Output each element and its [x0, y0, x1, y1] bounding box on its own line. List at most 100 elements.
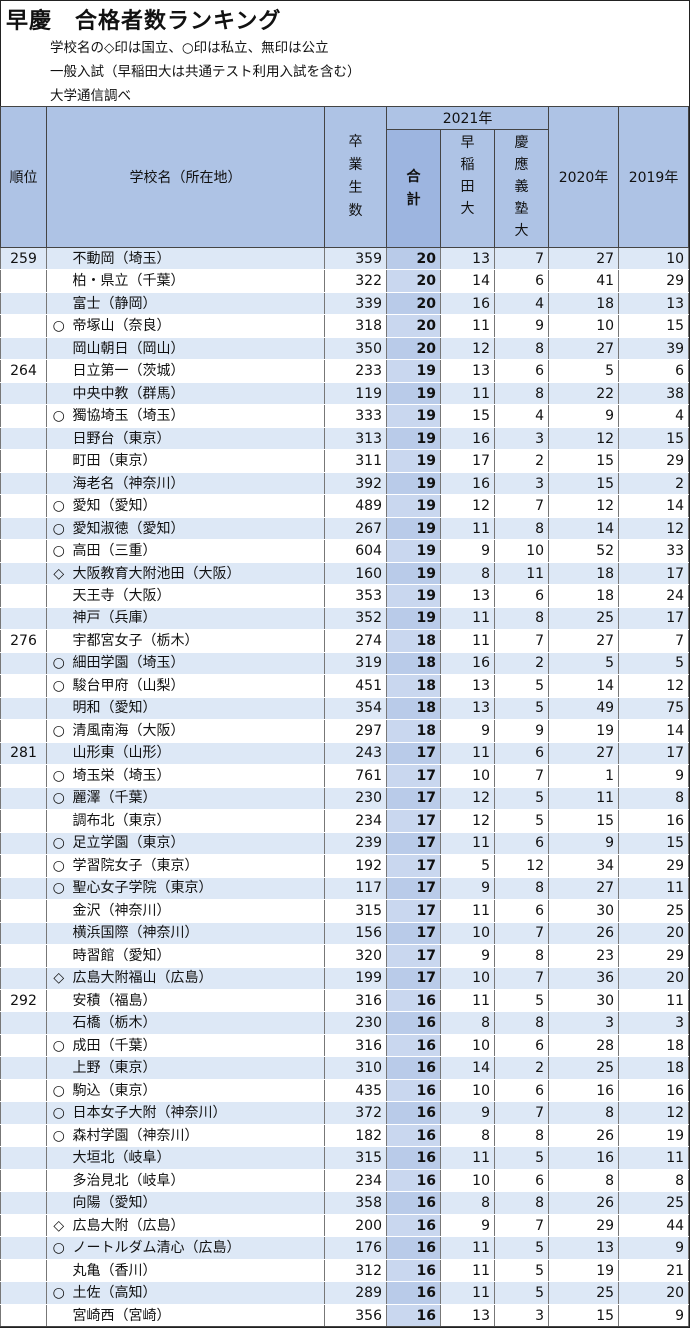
rank-cell	[0, 719, 47, 743]
graduates-cell: 289	[324, 1281, 387, 1305]
school-name-cell: 学習院女子（東京）	[70, 854, 325, 878]
waseda-cell: 13	[440, 359, 495, 383]
total-cell: 16	[386, 1191, 441, 1215]
waseda-cell: 10	[440, 1034, 495, 1058]
y2019-cell: 20	[618, 1281, 690, 1305]
school-name-cell: 時習館（愛知）	[70, 944, 325, 968]
y2020-cell: 9	[548, 832, 620, 856]
graduates-cell: 489	[324, 494, 387, 518]
keio-cell: 6	[493, 1034, 550, 1058]
table-row: ○ 帝塚山（奈良） 318 20 11 9 10 15	[0, 314, 690, 338]
waseda-cell: 9	[440, 944, 495, 968]
graduates-cell: 333	[324, 404, 387, 428]
y2020-cell: 22	[548, 382, 620, 406]
total-cell: 16	[386, 1056, 441, 1080]
y2019-cell: 9	[618, 764, 690, 788]
waseda-cell: 9	[440, 539, 495, 563]
waseda-cell: 12	[440, 809, 495, 833]
y2019-cell: 10	[618, 247, 690, 271]
school-type-mark	[46, 922, 71, 946]
total-cell: 19	[386, 427, 441, 451]
graduates-cell: 315	[324, 1146, 387, 1170]
school-name-cell: 金沢（神奈川）	[70, 899, 325, 923]
school-type-mark: ○	[46, 1281, 71, 1305]
y2019-cell: 3	[618, 1011, 690, 1035]
rank-cell	[0, 764, 47, 788]
waseda-cell: 13	[440, 697, 495, 721]
y2020-cell: 30	[548, 989, 620, 1013]
rank-cell	[0, 809, 47, 833]
keio-cell: 6	[493, 1079, 550, 1103]
total-cell: 17	[386, 877, 441, 901]
school-name-cell: 土佐（高知）	[70, 1281, 325, 1305]
school-name-cell: 宇都宮女子（栃木）	[70, 629, 325, 653]
graduates-cell: 315	[324, 899, 387, 923]
school-name-cell: 中央中教（群馬）	[70, 382, 325, 406]
header-school: 学校名（所在地）	[46, 106, 325, 248]
school-name-cell: 宮崎西（宮崎）	[70, 1304, 325, 1328]
total-cell: 19	[386, 404, 441, 428]
rank-cell	[0, 1259, 47, 1283]
y2019-cell: 19	[618, 1124, 690, 1148]
rank-cell	[0, 1214, 47, 1238]
school-name-cell: 森村学園（神奈川）	[70, 1124, 325, 1148]
school-type-mark	[46, 1011, 71, 1035]
table-row: 海老名（神奈川） 392 19 16 3 15 2	[0, 472, 690, 496]
keio-cell: 3	[493, 472, 550, 496]
table-row: 丸亀（香川） 312 16 11 5 19 21	[0, 1259, 690, 1283]
y2019-cell: 16	[618, 809, 690, 833]
keio-cell: 11	[493, 562, 550, 586]
rank-cell	[0, 1034, 47, 1058]
keio-cell: 4	[493, 292, 550, 316]
keio-cell: 7	[493, 629, 550, 653]
total-cell: 16	[386, 1034, 441, 1058]
waseda-cell: 11	[440, 742, 495, 766]
graduates-cell: 117	[324, 877, 387, 901]
y2019-cell: 29	[618, 944, 690, 968]
rank-cell	[0, 1056, 47, 1080]
table-row: 金沢（神奈川） 315 17 11 6 30 25	[0, 899, 690, 923]
rank-cell: 259	[0, 247, 47, 271]
table-row: ◇ 広島大附福山（広島） 199 17 10 7 36 20	[0, 967, 690, 990]
keio-cell: 5	[493, 1236, 550, 1260]
y2019-cell: 29	[618, 854, 690, 878]
school-type-mark	[46, 472, 71, 496]
total-cell: 16	[386, 1304, 441, 1328]
y2019-cell: 16	[618, 1079, 690, 1103]
y2020-cell: 26	[548, 922, 620, 946]
keio-cell: 5	[493, 697, 550, 721]
keio-cell: 12	[493, 854, 550, 878]
school-name-cell: 成田（千葉）	[70, 1034, 325, 1058]
school-type-mark	[46, 1191, 71, 1215]
y2020-cell: 41	[548, 269, 620, 293]
school-type-mark: ○	[46, 494, 71, 518]
school-name-cell: ノートルダム清心（広島）	[70, 1236, 325, 1260]
y2020-cell: 9	[548, 404, 620, 428]
table-row: 岡山朝日（岡山） 350 20 12 8 27 39	[0, 337, 690, 361]
y2019-cell: 25	[618, 1191, 690, 1215]
y2019-cell: 75	[618, 697, 690, 721]
rank-cell	[0, 472, 47, 496]
waseda-cell: 11	[440, 314, 495, 338]
waseda-cell: 9	[440, 1101, 495, 1125]
rank-cell	[0, 562, 47, 586]
rank-cell	[0, 427, 47, 451]
y2020-cell: 1	[548, 764, 620, 788]
total-cell: 17	[386, 787, 441, 811]
graduates-cell: 160	[324, 562, 387, 586]
table-row: 向陽（愛知） 358 16 8 8 26 25	[0, 1191, 690, 1215]
table-row: ○ 細田学園（埼玉） 319 18 16 2 5 5	[0, 652, 690, 676]
graduates-cell: 319	[324, 652, 387, 676]
y2019-cell: 17	[618, 742, 690, 766]
y2019-cell: 12	[618, 517, 690, 541]
y2019-cell: 9	[618, 1236, 690, 1260]
school-name-cell: 富士（静岡）	[70, 292, 325, 316]
table-row: ○ 愛知（愛知） 489 19 12 7 12 14	[0, 494, 690, 518]
total-cell: 18	[386, 697, 441, 721]
total-cell: 16	[386, 1214, 441, 1238]
school-name-cell: 高田（三重）	[70, 539, 325, 563]
rank-cell	[0, 674, 47, 698]
table-row: 天王寺（大阪） 353 19 13 6 18 24	[0, 584, 690, 608]
y2019-cell: 17	[618, 607, 690, 631]
rank-cell	[0, 854, 47, 878]
